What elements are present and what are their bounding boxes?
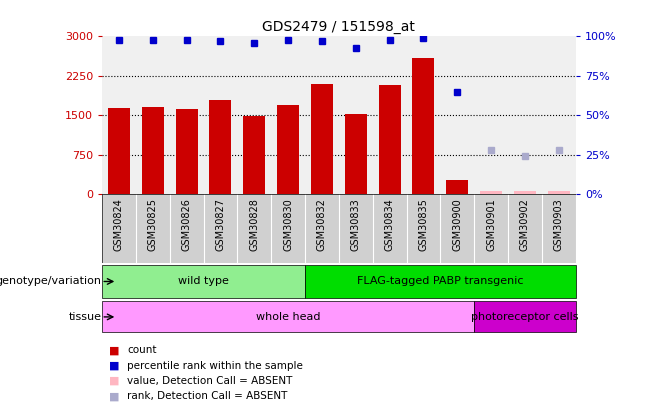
Text: photoreceptor cells: photoreceptor cells bbox=[471, 312, 579, 322]
Text: GSM30901: GSM30901 bbox=[486, 198, 496, 251]
Text: GSM30835: GSM30835 bbox=[418, 198, 428, 251]
Bar bbox=[474, 301, 576, 333]
Text: rank, Detection Call = ABSENT: rank, Detection Call = ABSENT bbox=[127, 392, 288, 401]
Text: percentile rank within the sample: percentile rank within the sample bbox=[127, 361, 303, 371]
Bar bbox=[243, 117, 265, 194]
Text: GSM30833: GSM30833 bbox=[351, 198, 361, 251]
Bar bbox=[141, 107, 164, 194]
Text: GSM30825: GSM30825 bbox=[148, 198, 158, 251]
Text: GSM30834: GSM30834 bbox=[385, 198, 395, 251]
Text: GSM30900: GSM30900 bbox=[452, 198, 463, 251]
Bar bbox=[102, 301, 474, 333]
Bar bbox=[345, 114, 367, 194]
Text: tissue: tissue bbox=[68, 312, 101, 322]
Bar bbox=[446, 180, 468, 194]
Text: ■: ■ bbox=[109, 392, 119, 401]
Text: GSM30828: GSM30828 bbox=[249, 198, 259, 251]
Text: count: count bbox=[127, 345, 157, 355]
Bar bbox=[277, 105, 299, 194]
Text: FLAG-tagged PABP transgenic: FLAG-tagged PABP transgenic bbox=[357, 277, 524, 286]
Text: value, Detection Call = ABSENT: value, Detection Call = ABSENT bbox=[127, 376, 292, 386]
Text: GSM30824: GSM30824 bbox=[114, 198, 124, 251]
Text: GSM30832: GSM30832 bbox=[317, 198, 327, 251]
Text: GSM30826: GSM30826 bbox=[182, 198, 191, 251]
Bar bbox=[480, 191, 502, 194]
Bar bbox=[305, 265, 576, 298]
Text: wild type: wild type bbox=[178, 277, 229, 286]
Bar bbox=[311, 84, 333, 194]
Text: ■: ■ bbox=[109, 361, 119, 371]
Bar bbox=[514, 191, 536, 194]
Text: ■: ■ bbox=[109, 345, 119, 355]
Text: genotype/variation: genotype/variation bbox=[0, 277, 101, 286]
Bar bbox=[209, 100, 232, 194]
Title: GDS2479 / 151598_at: GDS2479 / 151598_at bbox=[263, 20, 415, 34]
Text: ■: ■ bbox=[109, 376, 119, 386]
Text: GSM30827: GSM30827 bbox=[215, 198, 226, 251]
Bar bbox=[176, 109, 197, 194]
Bar bbox=[548, 191, 570, 194]
Bar bbox=[413, 58, 434, 194]
Bar bbox=[108, 108, 130, 194]
Bar bbox=[378, 85, 401, 194]
Text: GSM30830: GSM30830 bbox=[283, 198, 293, 251]
Text: GSM30902: GSM30902 bbox=[520, 198, 530, 251]
Text: whole head: whole head bbox=[256, 312, 320, 322]
Text: GSM30903: GSM30903 bbox=[554, 198, 564, 251]
Bar bbox=[102, 265, 305, 298]
